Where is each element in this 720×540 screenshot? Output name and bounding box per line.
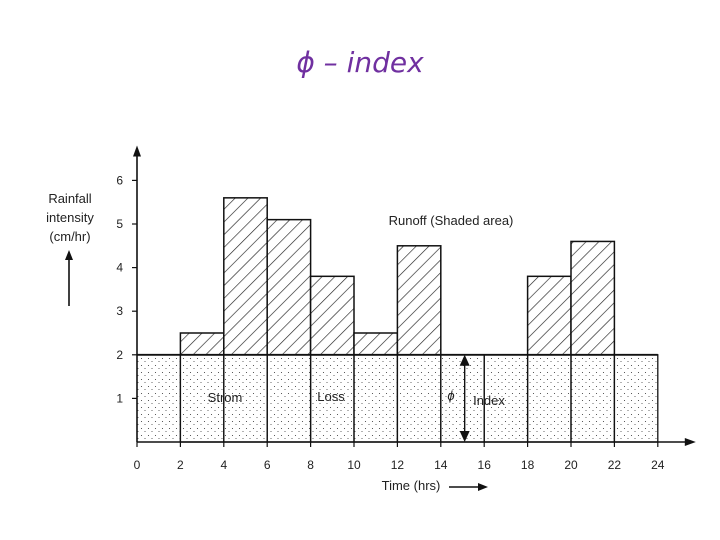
x-tick-label: 8 [307, 458, 314, 472]
y-tick-label: 5 [116, 217, 123, 231]
phi-arrowhead-bottom [459, 431, 470, 442]
slide-title: ϕ – index [296, 46, 424, 79]
runoff-annotation: Runoff (Shaded area) [389, 213, 514, 228]
y-tick-label: 3 [116, 304, 123, 318]
y-axis-label-line-2: intensity [46, 210, 94, 225]
phi-symbol: ϕ [447, 388, 454, 403]
x-axis-label: Time (hrs) [382, 478, 441, 493]
runoff-bar [266, 218, 312, 356]
x-tick-label: 2 [177, 458, 184, 472]
y-axis-arrowhead [133, 145, 141, 157]
phi-index-double-arrow [459, 354, 470, 442]
x-tick-label: 10 [347, 458, 361, 472]
x-axis-arrowhead [684, 438, 696, 446]
bars-layer [137, 197, 659, 443]
index-label: Index [473, 393, 505, 408]
y-tick-label: 4 [116, 261, 123, 275]
loss-label: Loss [317, 389, 345, 404]
storm-label: Strom [208, 390, 243, 405]
runoff-bar [223, 197, 268, 356]
x-tick-label: 24 [651, 458, 665, 472]
x-tick-label: 6 [264, 458, 271, 472]
y-tick-label: 2 [116, 348, 123, 362]
runoff-bar [396, 245, 442, 356]
x-tick-label: 4 [220, 458, 227, 472]
y-label-arrowhead [65, 250, 73, 260]
x-tick-label: 20 [564, 458, 578, 472]
x-tick-label: 12 [391, 458, 405, 472]
x-tick-label: 22 [608, 458, 622, 472]
x-tick-label: 16 [478, 458, 492, 472]
x-label-arrowhead [478, 483, 488, 491]
runoff-bar [526, 275, 572, 356]
x-tick-label: 14 [434, 458, 448, 472]
y-tick-label: 6 [116, 173, 123, 187]
runoff-bar [179, 332, 225, 356]
axes-layer [133, 145, 696, 446]
x-tick-label: 18 [521, 458, 535, 472]
runoff-bar [353, 332, 399, 356]
y-axis-label-line-3: (cm/hr) [49, 229, 90, 244]
runoff-bar [309, 275, 355, 356]
phi-arrowhead-top [459, 354, 470, 366]
y-tick-label: 1 [116, 391, 123, 405]
runoff-bar [570, 240, 616, 356]
y-axis-label-line-1: Rainfall [48, 191, 91, 206]
x-tick-label: 0 [134, 458, 141, 472]
